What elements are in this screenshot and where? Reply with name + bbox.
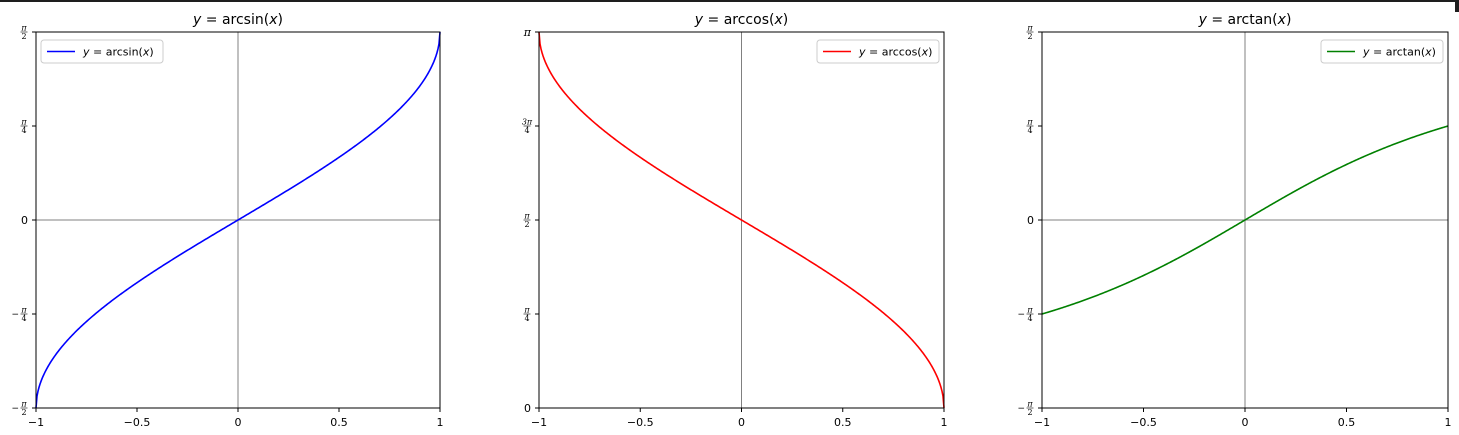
y-tick-sign: − bbox=[11, 310, 19, 320]
x-tick-label: 1 bbox=[941, 416, 948, 429]
y-tick-denominator: 2 bbox=[21, 408, 26, 417]
y-tick-label: π4 bbox=[523, 306, 531, 323]
chart-title: y = arctan(x) bbox=[1198, 12, 1292, 28]
y-tick-numerator: π bbox=[20, 24, 27, 33]
y-tick-denominator: 4 bbox=[1027, 126, 1032, 135]
y-tick-numerator: π bbox=[1026, 400, 1033, 409]
y-tick-label: π4 bbox=[20, 118, 28, 135]
chart-title: y = arcsin(x) bbox=[192, 12, 283, 28]
y-tick-label: 0 bbox=[524, 402, 531, 415]
y-tick-label: 3π4 bbox=[522, 118, 533, 136]
y-tick-numerator: π bbox=[1026, 24, 1033, 33]
y-tick-label: − π4 bbox=[11, 306, 28, 323]
chart-title: y = arccos(x) bbox=[694, 12, 788, 28]
y-tick-numerator: π bbox=[20, 118, 27, 127]
x-tick-label: 0.5 bbox=[1338, 416, 1356, 429]
y-tick-label: 0 bbox=[1027, 214, 1034, 227]
y-tick-label: 0 bbox=[21, 214, 28, 227]
legend-box bbox=[816, 39, 940, 64]
y-tick-sign: − bbox=[1017, 404, 1025, 414]
window-top-border bbox=[0, 0, 1459, 2]
y-tick-denominator: 2 bbox=[1027, 32, 1032, 41]
y-tick-numerator: π bbox=[1026, 118, 1033, 127]
y-tick-numerator: 3π bbox=[522, 118, 533, 127]
y-tick-label: − π2 bbox=[11, 400, 28, 417]
x-tick-label: −0.5 bbox=[124, 416, 151, 429]
y-tick-label: − π2 bbox=[1017, 400, 1034, 417]
y-tick-label: π2 bbox=[20, 24, 28, 41]
x-tick-label: 0.5 bbox=[834, 416, 852, 429]
y-tick-numerator: π bbox=[20, 400, 27, 409]
y-tick-numerator: π bbox=[523, 212, 530, 221]
y-tick-label: π4 bbox=[1026, 118, 1034, 135]
legend: y = arctan(x) bbox=[1320, 39, 1444, 64]
x-tick-label: −0.5 bbox=[627, 416, 654, 429]
x-tick-label: −1 bbox=[28, 416, 44, 429]
legend-label: y = arccos(x) bbox=[858, 46, 932, 59]
y-tick-denominator: 4 bbox=[524, 314, 529, 323]
x-tick-label: 0.5 bbox=[330, 416, 348, 429]
y-tick-denominator: 4 bbox=[21, 314, 26, 323]
series-line-arctan bbox=[1041, 125, 1449, 315]
x-tick-label: 1 bbox=[1445, 416, 1452, 429]
y-tick-sign: − bbox=[11, 404, 19, 414]
y-tick-denominator: 2 bbox=[524, 220, 529, 229]
x-tick-label: 1 bbox=[437, 416, 444, 429]
series-line-arcsin bbox=[35, 31, 441, 409]
y-tick-denominator: 4 bbox=[524, 126, 529, 135]
legend: y = arccos(x) bbox=[816, 39, 940, 64]
x-tick-label: −1 bbox=[1034, 416, 1050, 429]
window-corner-mark bbox=[1455, 0, 1459, 12]
x-tick-label: 0 bbox=[1242, 416, 1249, 429]
y-tick-label: π2 bbox=[1026, 24, 1034, 41]
y-tick-numerator: π bbox=[523, 306, 530, 315]
x-tick-label: 0 bbox=[738, 416, 745, 429]
x-tick-label: −1 bbox=[531, 416, 547, 429]
legend-box bbox=[1320, 39, 1444, 64]
y-tick-denominator: 4 bbox=[21, 126, 26, 135]
legend-label: y = arctan(x) bbox=[1362, 46, 1436, 59]
y-tick-numerator: π bbox=[1026, 306, 1033, 315]
legend: y = arcsin(x) bbox=[40, 39, 164, 64]
y-tick-label: π2 bbox=[523, 212, 531, 229]
y-tick-denominator: 2 bbox=[21, 32, 26, 41]
y-tick-denominator: 4 bbox=[1027, 314, 1032, 323]
legend-box bbox=[40, 39, 164, 64]
x-tick-label: −0.5 bbox=[1130, 416, 1157, 429]
y-tick-label: − π4 bbox=[1017, 306, 1034, 323]
legend-label: y = arcsin(x) bbox=[82, 46, 154, 59]
y-tick-numerator: π bbox=[20, 306, 27, 315]
series-line-arccos bbox=[538, 31, 945, 409]
x-tick-label: 0 bbox=[235, 416, 242, 429]
y-tick-label: π bbox=[523, 26, 532, 39]
y-tick-denominator: 2 bbox=[1027, 408, 1032, 417]
y-tick-sign: − bbox=[1017, 310, 1025, 320]
